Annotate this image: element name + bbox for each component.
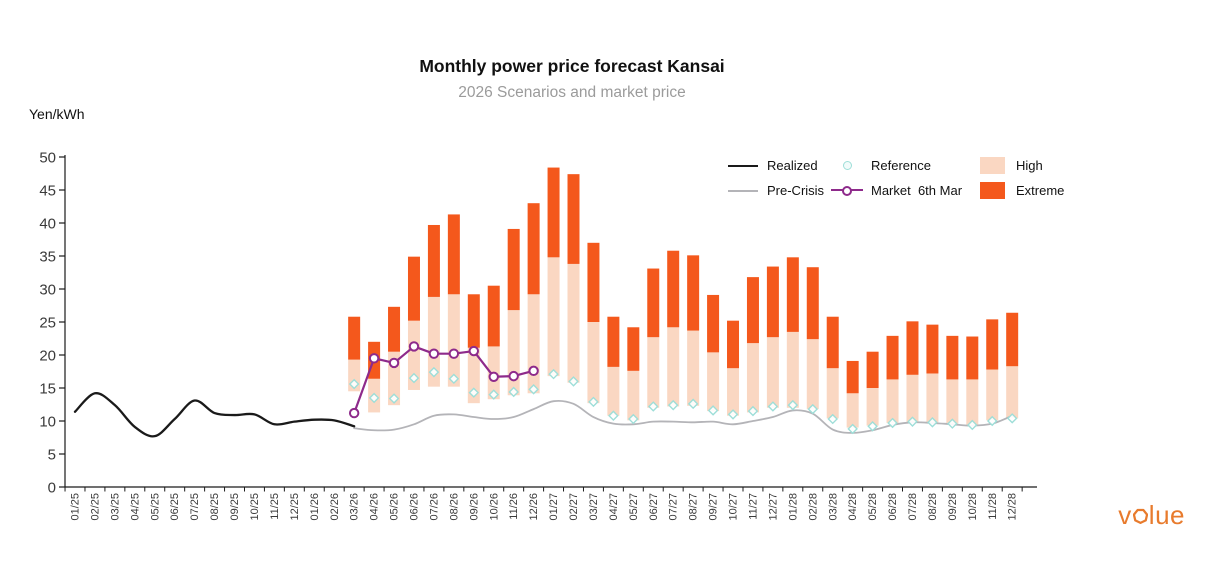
svg-text:06/25: 06/25 bbox=[169, 493, 181, 521]
svg-text:04/27: 04/27 bbox=[608, 493, 620, 521]
svg-text:30: 30 bbox=[39, 281, 56, 298]
reference-markers bbox=[348, 366, 1018, 435]
svg-text:10/26: 10/26 bbox=[488, 493, 500, 521]
legend-item-market: Market 6th Mar bbox=[831, 183, 976, 198]
reference-marker-icon bbox=[842, 161, 852, 170]
chart-header: Monthly power price forecast Kansai 2026… bbox=[65, 56, 1079, 102]
svg-text:10: 10 bbox=[39, 413, 56, 430]
market-6th-mar-line bbox=[348, 341, 539, 419]
x-axis-labels: 01/25 02/25 03/25 04/25 05/25 06/25 07/25 08/25… bbox=[64, 487, 1023, 521]
volue-logo-text-suffix: lue bbox=[1148, 500, 1185, 530]
svg-text:10/27: 10/27 bbox=[728, 493, 740, 521]
svg-text:12/25: 12/25 bbox=[289, 493, 301, 521]
svg-text:08/28: 08/28 bbox=[927, 493, 939, 521]
svg-text:06/26: 06/26 bbox=[409, 493, 421, 521]
svg-text:40: 40 bbox=[39, 215, 56, 232]
svg-text:11/25: 11/25 bbox=[269, 493, 281, 520]
svg-text:07/28: 07/28 bbox=[907, 493, 919, 521]
svg-text:02/27: 02/27 bbox=[568, 493, 580, 521]
svg-text:35: 35 bbox=[39, 248, 56, 265]
legend-item-realized: Realized bbox=[727, 158, 831, 173]
svg-text:07/26: 07/26 bbox=[428, 493, 440, 521]
svg-text:02/25: 02/25 bbox=[89, 493, 101, 521]
y-axis-unit-label: Yen/kWh bbox=[29, 106, 85, 122]
svg-text:08/27: 08/27 bbox=[688, 493, 700, 521]
svg-text:08/25: 08/25 bbox=[209, 493, 221, 521]
svg-text:09/25: 09/25 bbox=[229, 493, 241, 521]
pre-crisis-line-icon bbox=[728, 189, 758, 192]
svg-text:50: 50 bbox=[39, 149, 56, 166]
legend-item-reference: Reference bbox=[831, 158, 976, 173]
svg-text:06/28: 06/28 bbox=[887, 493, 899, 521]
svg-text:02/28: 02/28 bbox=[807, 493, 819, 521]
chart-title: Monthly power price forecast Kansai bbox=[419, 56, 725, 76]
svg-text:20: 20 bbox=[39, 347, 56, 364]
chart-legend: Realized Reference High Pre-Crisis Marke… bbox=[727, 153, 1064, 203]
legend-label-reference: Reference bbox=[871, 158, 931, 173]
svg-text:04/25: 04/25 bbox=[129, 493, 141, 521]
svg-text:06/27: 06/27 bbox=[648, 493, 660, 521]
realized-line bbox=[73, 392, 356, 438]
legend-label-realized: Realized bbox=[767, 158, 818, 173]
svg-text:02/26: 02/26 bbox=[329, 493, 341, 521]
svg-text:07/25: 07/25 bbox=[189, 493, 201, 521]
legend-item-high: High bbox=[976, 157, 1064, 174]
legend-item-extreme: Extreme bbox=[976, 182, 1064, 199]
svg-text:5: 5 bbox=[48, 446, 56, 463]
svg-text:03/25: 03/25 bbox=[109, 493, 121, 521]
extreme-swatch-icon bbox=[979, 182, 1005, 199]
volue-logo: v lue bbox=[1118, 500, 1185, 531]
svg-text:11/26: 11/26 bbox=[508, 493, 520, 520]
svg-text:05/26: 05/26 bbox=[389, 493, 401, 521]
svg-text:25: 25 bbox=[39, 314, 56, 331]
svg-text:07/27: 07/27 bbox=[668, 493, 680, 521]
svg-text:12/28: 12/28 bbox=[1007, 493, 1019, 521]
legend-label-extreme: Extreme bbox=[1016, 183, 1065, 198]
svg-text:09/27: 09/27 bbox=[708, 493, 720, 521]
svg-text:01/25: 01/25 bbox=[70, 493, 82, 521]
svg-text:09/26: 09/26 bbox=[468, 493, 480, 521]
chart-subtitle: 2026 Scenarios and market price bbox=[458, 84, 686, 101]
market-line-icon bbox=[831, 185, 863, 196]
legend-item-pre-crisis: Pre-Crisis bbox=[727, 183, 831, 198]
legend-label-market: Market 6th Mar bbox=[871, 183, 963, 198]
svg-text:01/26: 01/26 bbox=[309, 493, 321, 521]
svg-text:03/28: 03/28 bbox=[827, 493, 839, 521]
volue-logo-o-icon bbox=[1132, 508, 1148, 525]
svg-text:10/25: 10/25 bbox=[249, 493, 261, 521]
svg-text:03/26: 03/26 bbox=[349, 493, 361, 521]
svg-text:15: 15 bbox=[39, 380, 56, 397]
realized-line-icon bbox=[728, 164, 758, 167]
svg-text:11/28: 11/28 bbox=[987, 493, 999, 520]
volue-logo-text-prefix: v bbox=[1118, 500, 1132, 530]
svg-text:09/28: 09/28 bbox=[947, 493, 959, 521]
bars-extreme bbox=[348, 167, 1019, 394]
legend-label-pre-crisis: Pre-Crisis bbox=[767, 183, 825, 198]
svg-text:11/27: 11/27 bbox=[747, 493, 759, 520]
pre-crisis-line bbox=[353, 399, 1014, 434]
svg-text:05/27: 05/27 bbox=[628, 493, 640, 521]
svg-text:12/26: 12/26 bbox=[528, 493, 540, 521]
high-swatch-icon bbox=[979, 157, 1005, 174]
svg-text:08/26: 08/26 bbox=[448, 493, 460, 521]
legend-label-high: High bbox=[1016, 158, 1043, 173]
svg-text:12/27: 12/27 bbox=[767, 493, 779, 521]
svg-text:01/27: 01/27 bbox=[548, 493, 560, 521]
svg-text:0: 0 bbox=[48, 479, 56, 496]
svg-text:10/28: 10/28 bbox=[967, 493, 979, 521]
svg-text:04/28: 04/28 bbox=[847, 493, 859, 521]
svg-text:04/26: 04/26 bbox=[369, 493, 381, 521]
svg-text:01/28: 01/28 bbox=[787, 493, 799, 521]
svg-text:05/25: 05/25 bbox=[149, 493, 161, 521]
svg-text:45: 45 bbox=[39, 182, 56, 199]
svg-text:05/28: 05/28 bbox=[867, 493, 879, 521]
svg-text:03/27: 03/27 bbox=[588, 493, 600, 521]
